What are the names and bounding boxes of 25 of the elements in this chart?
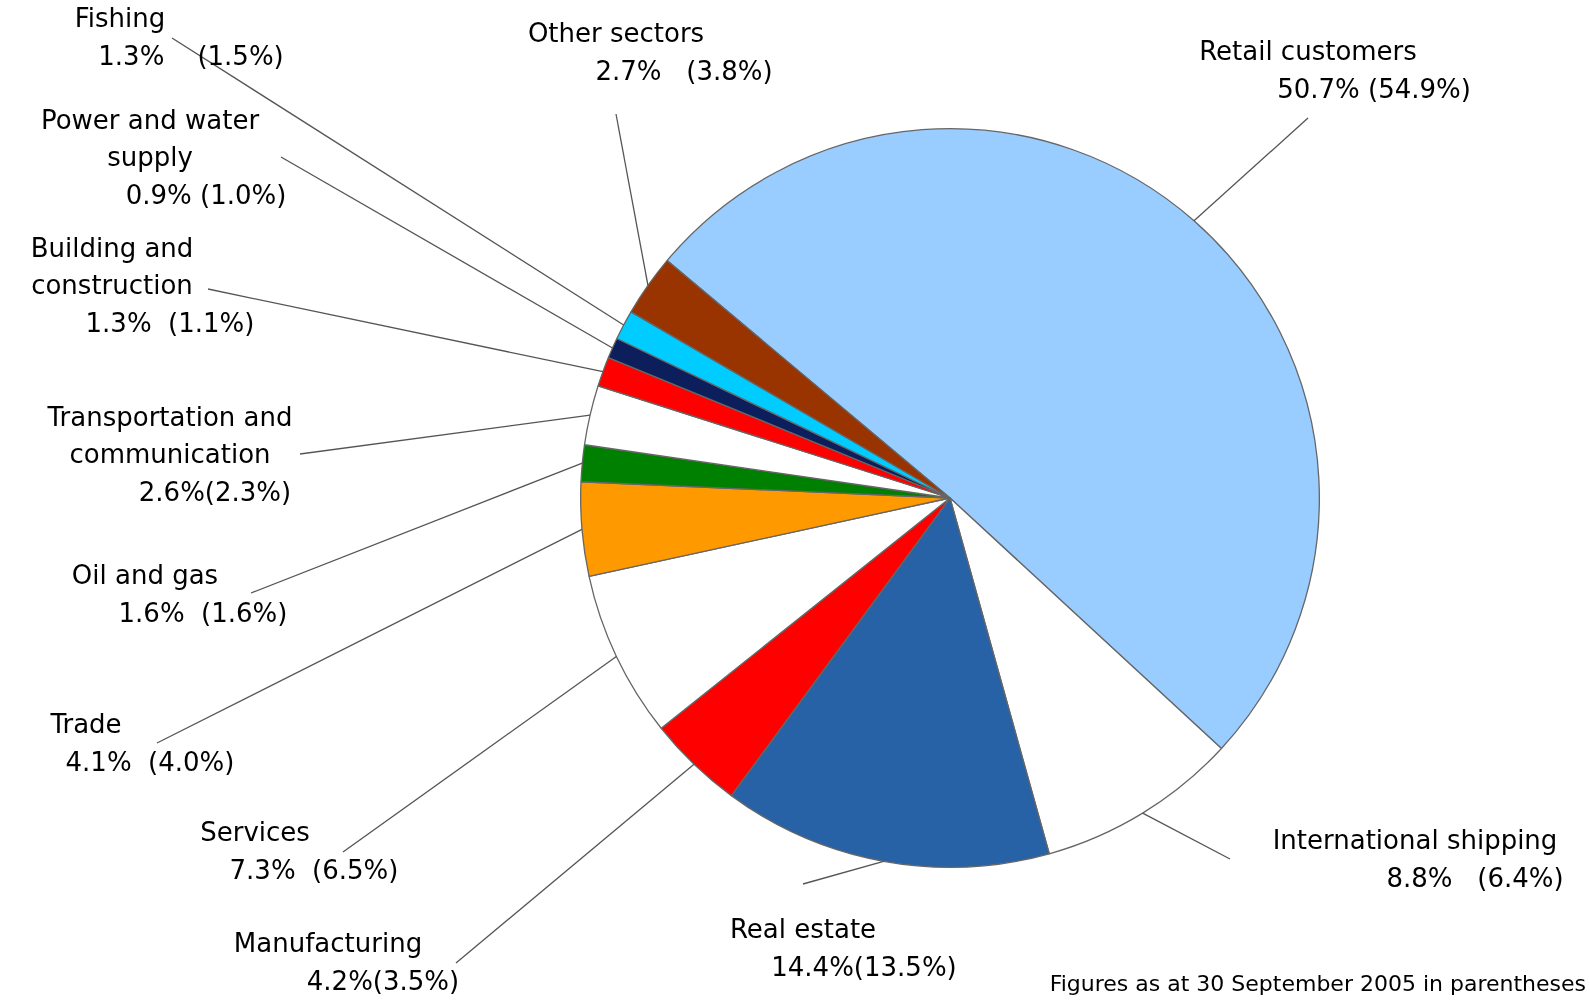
- slice-label: Oil and gas: [71, 559, 219, 590]
- slice-label: International shipping: [1272, 824, 1558, 855]
- data-label: 4.1% (4.0%): [65, 746, 235, 777]
- data-label: 50.7% (54.9%): [1277, 73, 1471, 104]
- text: Figures as at 30 September 2005 in parentheses: [1049, 970, 1586, 996]
- data-label: 7.3% (6.5%): [229, 854, 399, 885]
- data-label: 2.6%(2.3%): [138, 476, 292, 507]
- data-label: 1.6% (1.6%): [118, 597, 288, 628]
- data-label: 4.2%(3.5%): [306, 965, 460, 996]
- slice-label: Other sectors: [527, 17, 705, 48]
- data-label: 1.3% (1.5%): [98, 40, 284, 71]
- slice-label: Building and construction: [30, 232, 194, 300]
- slice-label: Transportation and communication: [46, 401, 293, 469]
- slice-label: Trade: [49, 708, 122, 739]
- data-label: 8.8% (6.4%): [1386, 862, 1564, 893]
- data-label: 0.9% (1.0%): [125, 179, 287, 210]
- slice-label: Real estate: [729, 913, 877, 944]
- data-label: 14.4%(13.5%): [771, 951, 957, 982]
- slice-label: Services: [200, 816, 310, 847]
- slice-label: Fishing: [74, 2, 166, 33]
- slice-label: Manufacturing: [233, 927, 423, 958]
- slice-label: Power and water supply: [40, 104, 260, 172]
- data-label: 2.7% (3.8%): [595, 55, 773, 86]
- data-label: 1.3% (1.1%): [85, 307, 255, 338]
- slice-label: Retail customers: [1199, 35, 1417, 66]
